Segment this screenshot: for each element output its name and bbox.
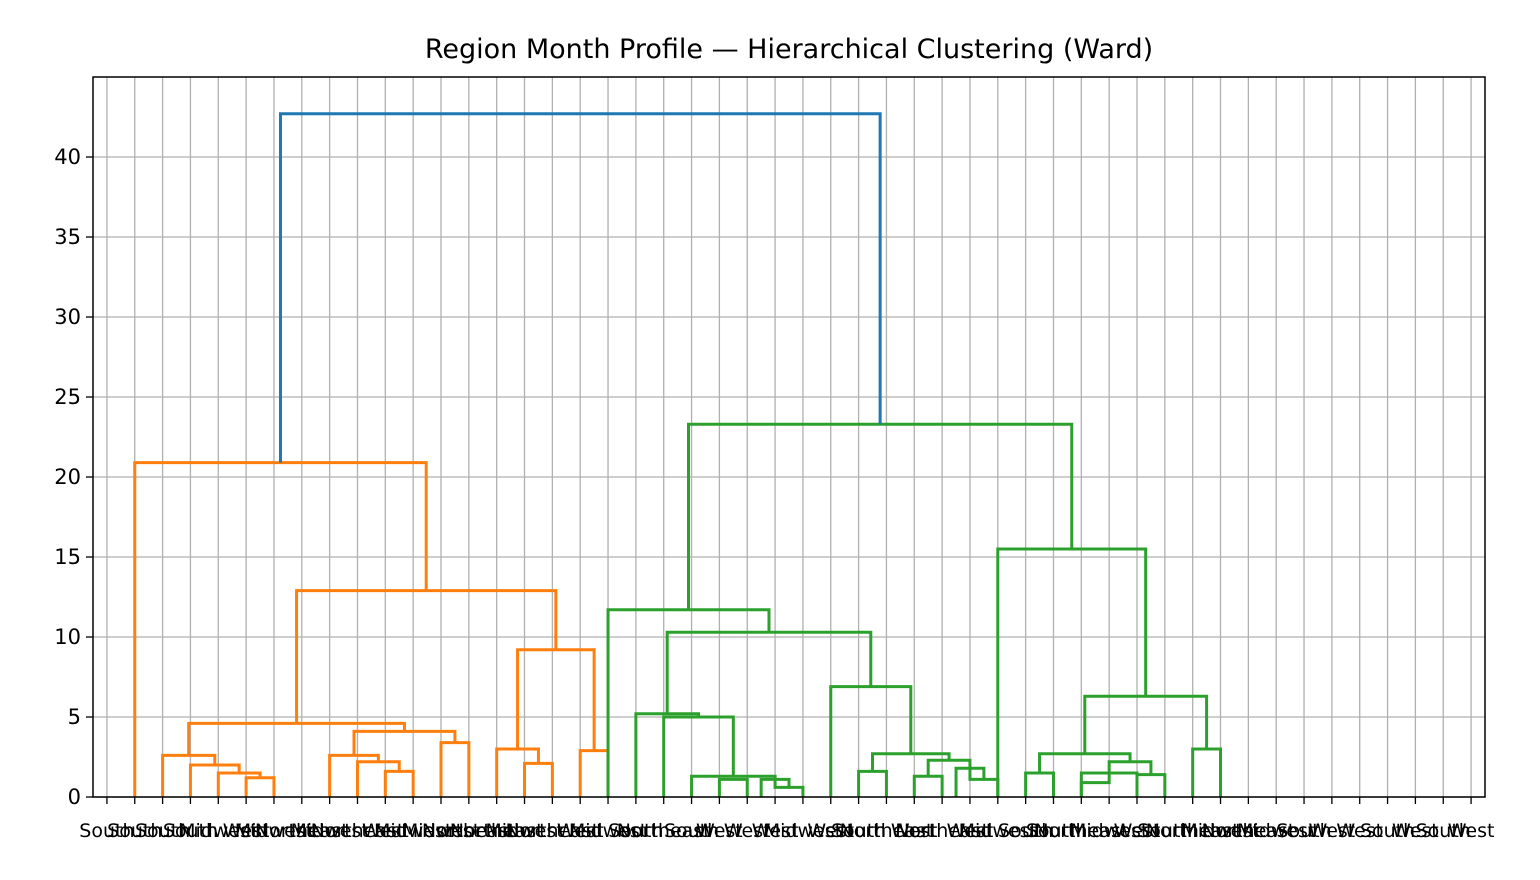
leaf-label: West [1114,820,1161,842]
leaf-label: West [1392,820,1439,842]
y-tick-label: 0 [68,785,81,809]
leaf-label: Northeast [422,820,516,842]
dendrogram-link [1024,771,1055,797]
leaf-label: South [608,820,663,842]
dendrogram-link [857,769,888,797]
leaf-label: West [362,820,409,842]
dendrogram-links [133,112,1223,797]
x-axis-leaf-labels: SouthSouthSouthSouthMidwestWestMidwestNo… [79,797,1494,842]
plot-frame [92,76,1486,798]
dendrogram-link [133,461,428,797]
leaf-label: South [664,820,719,842]
leaf-label: South [831,820,886,842]
dendrogram-link [278,112,882,463]
leaf-label: Midwest [374,820,452,842]
dendrogram-link [516,648,596,751]
leaf-label: West [1336,820,1383,842]
y-tick-label: 15 [54,545,81,569]
dendrogram-link [187,721,406,756]
leaf-label: West [752,820,799,842]
leaf-label: West [1448,820,1495,842]
dendrogram-link [871,752,951,772]
leaf-label: South [1360,820,1415,842]
dendrogram-link [1191,747,1223,797]
dendrogram-link [244,776,276,797]
dendrogram-link [996,547,1148,797]
leaf-label: South [107,820,162,842]
y-axis: 0 5 10 15 20 25 30 35 40 [54,145,93,809]
dendrogram-link [523,761,554,797]
leaf-label: West [807,820,854,842]
leaf-label: Northeast [895,820,989,842]
leaf-label: West [223,820,270,842]
leaf-label: West [557,820,604,842]
y-tick-label: 35 [54,225,81,249]
leaf-label: West [696,820,743,842]
leaf-label: Midwest [764,820,842,842]
leaf-label: West [947,820,994,842]
chart-title: Region Month Profile — Hierarchical Clus… [425,34,1153,65]
dendrogram-link [188,763,241,797]
leaf-label: Northeast [840,820,934,842]
dendrogram-link [495,747,540,797]
dendrogram-link [1083,694,1209,754]
leaf-label: South [1416,820,1471,842]
dendrogram-link [1135,773,1167,797]
leaf-label: Midwest [1181,820,1259,842]
y-tick-label: 20 [54,465,81,489]
dendrogram-link [665,630,873,714]
leaf-label: South [1276,820,1331,842]
y-tick-label: 40 [54,145,81,169]
leaf-label: South [135,820,190,842]
dendrogram-link [717,777,749,797]
leaf-label: Midwest [179,820,257,842]
dendrogram-link [1079,773,1111,797]
leaf-label: Midwest [290,820,368,842]
dendrogram-link [383,769,415,797]
leaf-label: West [891,820,938,842]
dendrogram-link [829,685,913,797]
y-tick-label: 25 [54,385,81,409]
grid [93,77,1485,798]
leaf-label: Northeast [450,820,544,842]
dendrogram-link [662,715,735,797]
dendrogram-link [687,422,1074,610]
leaf-label: Northeast [311,820,405,842]
leaf-label: Northeast [617,820,711,842]
y-tick-label: 5 [68,705,81,729]
y-tick-label: 30 [54,305,81,329]
leaf-label: West [724,820,771,842]
dendrogram-link [161,753,217,797]
leaf-label: Midwest [569,820,647,842]
leaf-label: South [79,820,134,842]
leaf-label: Midwest [402,820,480,842]
leaf-label: South [1026,820,1081,842]
leaf-label: Midwest [959,820,1037,842]
leaf-label: Northeast [1034,820,1128,842]
leaf-label: Northeast [1146,820,1240,842]
y-tick-label: 10 [54,625,81,649]
dendrogram-link [355,760,401,797]
leaf-label: Northeast [505,820,599,842]
leaf-label: Midwest [1237,820,1315,842]
leaf-label: Midwest [1070,820,1148,842]
dendrogram-link [439,741,471,797]
leaf-label: Midwest [485,820,563,842]
leaf-label: Northeast [1201,820,1295,842]
dendrogram-link [578,749,610,797]
leaf-label: South [998,820,1053,842]
leaf-label: Northeast [255,820,349,842]
leaf-label: South [163,820,218,842]
dendrogram-link [912,774,944,797]
dendrogram-link [634,712,701,797]
leaf-label: West [1309,820,1356,842]
dendrogram-link [606,608,771,797]
leaf-label: South [1137,820,1192,842]
leaf-label: Midwest [235,820,313,842]
